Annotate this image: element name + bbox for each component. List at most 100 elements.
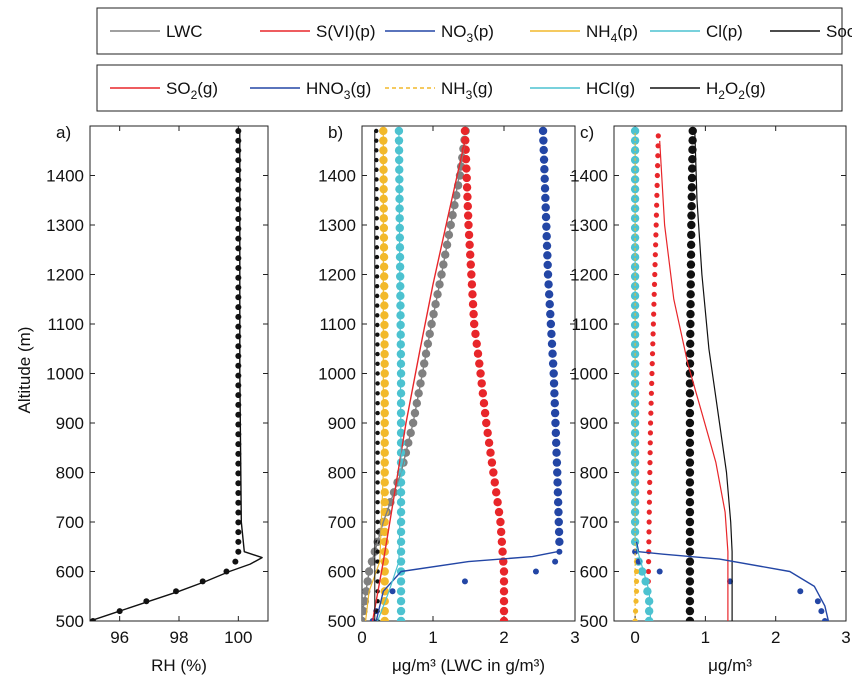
- data-point: [375, 450, 380, 455]
- x-axis-label: μg/m³ (LWC in g/m³): [392, 656, 545, 675]
- data-point: [467, 270, 476, 279]
- data-point: [685, 389, 695, 398]
- data-point: [685, 616, 695, 621]
- x-tick-label: 2: [771, 628, 780, 647]
- legend-entry: NH4(p): [530, 22, 638, 45]
- data-point: [379, 252, 389, 262]
- data-point: [375, 559, 380, 564]
- data-point: [499, 606, 509, 616]
- data-point: [469, 319, 479, 329]
- data-point: [655, 153, 661, 159]
- x-tick-label: 3: [570, 628, 579, 647]
- data-point: [687, 183, 697, 192]
- plot-frame: [613, 125, 847, 622]
- data-point: [380, 311, 389, 320]
- series-line-hno3-line: [635, 541, 830, 621]
- data-point: [554, 507, 563, 517]
- data-point: [375, 430, 380, 436]
- legend-label: Cl(p): [706, 22, 743, 41]
- y-tick-label: 1000: [570, 365, 608, 384]
- data-point: [466, 260, 475, 269]
- data-point: [539, 145, 548, 155]
- legend-label: NH3(g): [441, 79, 493, 102]
- y-tick-label: 500: [56, 612, 84, 631]
- data-point: [686, 260, 696, 269]
- legend-label: NH4(p): [586, 22, 638, 45]
- data-point: [538, 126, 548, 136]
- data-point: [380, 448, 389, 457]
- data-point: [463, 192, 472, 201]
- y-tick-label: 900: [56, 414, 84, 433]
- data-point: [654, 192, 660, 198]
- data-point: [685, 458, 695, 467]
- data-point: [551, 438, 561, 447]
- legend-label: LWC: [166, 22, 203, 41]
- data-point: [497, 537, 507, 546]
- legend-1: LWC S(VI)(p) NO3(p) NH4(p) Cl(p) Soot: [96, 7, 852, 55]
- data-point: [546, 309, 555, 319]
- y-tick-label: 1000: [318, 365, 356, 384]
- data-point: [235, 470, 242, 477]
- series-cl-p-: [394, 126, 406, 621]
- y-tick-label: 1400: [570, 167, 608, 186]
- series-group: [90, 127, 263, 621]
- data-point: [550, 408, 560, 418]
- data-point: [686, 339, 695, 348]
- data-point: [643, 587, 652, 596]
- data-point: [546, 319, 556, 329]
- data-point: [375, 519, 380, 525]
- data-point: [468, 290, 477, 299]
- data-point: [685, 517, 695, 527]
- data-point: [554, 517, 563, 527]
- data-point: [688, 154, 697, 164]
- y-tick-label: 800: [56, 464, 84, 483]
- data-point: [552, 448, 561, 457]
- data-point: [687, 173, 697, 183]
- legend-label: HCl(g): [586, 79, 635, 98]
- data-point: [651, 301, 657, 307]
- data-point: [235, 489, 242, 496]
- data-point: [493, 498, 502, 507]
- data-point: [553, 488, 563, 497]
- data-point: [374, 196, 379, 202]
- data-point: [466, 250, 475, 259]
- legend-entry: HNO3(g): [250, 79, 371, 102]
- data-point: [685, 597, 695, 606]
- data-point: [651, 311, 657, 317]
- data-point: [633, 598, 639, 604]
- data-point: [647, 450, 653, 456]
- data-point: [685, 537, 695, 546]
- y-tick-label: 900: [328, 414, 356, 433]
- legend-entry: NH3(g): [385, 79, 493, 102]
- data-point: [553, 498, 563, 507]
- y-tick-label: 600: [328, 563, 356, 582]
- data-point: [555, 537, 564, 546]
- data-point: [650, 341, 656, 347]
- data-point: [685, 399, 695, 408]
- data-point: [476, 369, 485, 378]
- data-point: [380, 349, 389, 359]
- data-point: [551, 428, 561, 438]
- data-point: [380, 567, 389, 576]
- data-point: [375, 579, 380, 584]
- panel-label: c): [580, 123, 594, 142]
- data-point: [462, 164, 471, 173]
- data-point: [235, 538, 242, 545]
- data-point: [687, 220, 696, 230]
- data-point: [375, 303, 380, 308]
- data-point: [380, 389, 389, 398]
- data-point: [496, 527, 506, 537]
- data-point: [374, 245, 380, 250]
- legend-entry: SO2(g): [110, 79, 218, 102]
- data-point: [648, 400, 654, 406]
- data-point: [547, 329, 556, 339]
- data-point: [541, 212, 551, 222]
- data-point: [686, 250, 696, 259]
- data-point: [552, 458, 562, 467]
- legend-entry: LWC: [110, 22, 203, 41]
- data-point: [649, 380, 655, 386]
- data-point: [374, 274, 380, 279]
- data-point: [645, 559, 652, 565]
- y-tick-label: 1400: [318, 167, 356, 186]
- data-point: [646, 539, 652, 545]
